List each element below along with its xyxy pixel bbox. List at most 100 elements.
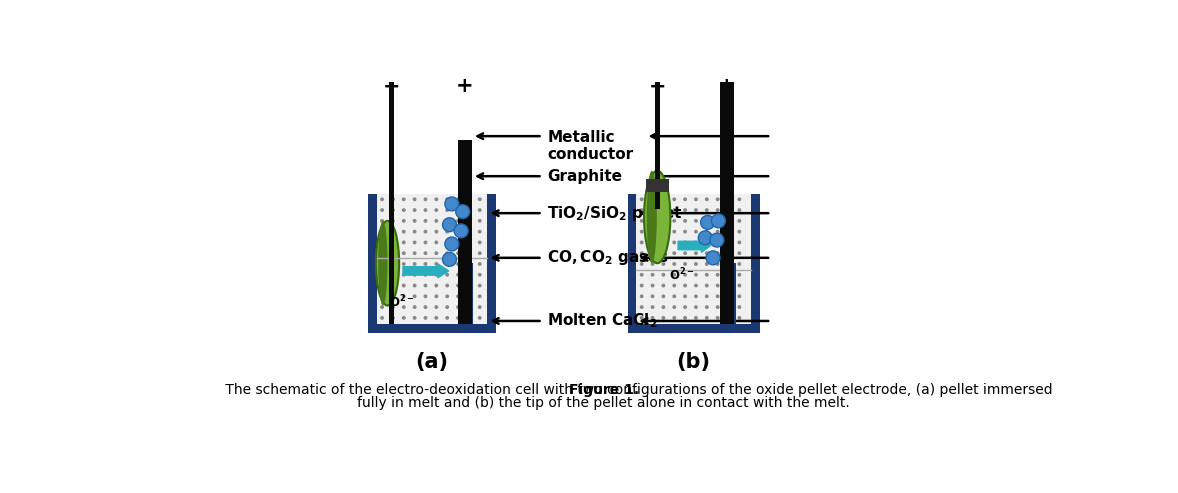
- Circle shape: [435, 230, 438, 234]
- Circle shape: [650, 294, 655, 298]
- Circle shape: [445, 283, 449, 287]
- Circle shape: [424, 283, 428, 287]
- Bar: [458, 140, 472, 324]
- Circle shape: [662, 251, 666, 255]
- Circle shape: [694, 316, 697, 320]
- Circle shape: [704, 219, 709, 223]
- Circle shape: [402, 294, 405, 298]
- Circle shape: [737, 283, 741, 287]
- Circle shape: [424, 251, 428, 255]
- Circle shape: [640, 219, 643, 223]
- Circle shape: [445, 197, 449, 201]
- Circle shape: [640, 197, 643, 201]
- Circle shape: [727, 251, 730, 255]
- Circle shape: [456, 273, 459, 277]
- Bar: [464, 263, 472, 324]
- Circle shape: [435, 316, 438, 320]
- Circle shape: [424, 219, 428, 223]
- Bar: [628, 324, 760, 332]
- Circle shape: [391, 208, 395, 212]
- Circle shape: [683, 305, 687, 309]
- Circle shape: [478, 251, 482, 255]
- Circle shape: [737, 241, 741, 245]
- Circle shape: [683, 294, 687, 298]
- Circle shape: [650, 273, 655, 277]
- Circle shape: [662, 197, 666, 201]
- Circle shape: [683, 251, 687, 255]
- Text: Metallic
conductor: Metallic conductor: [547, 130, 634, 162]
- Circle shape: [478, 230, 482, 234]
- Circle shape: [704, 262, 709, 266]
- Circle shape: [662, 208, 666, 212]
- Bar: [636, 194, 752, 324]
- Bar: [646, 178, 669, 192]
- Circle shape: [456, 262, 459, 266]
- Circle shape: [727, 305, 730, 309]
- Circle shape: [716, 305, 720, 309]
- Circle shape: [704, 305, 709, 309]
- Circle shape: [380, 273, 384, 277]
- Circle shape: [673, 294, 676, 298]
- Circle shape: [466, 262, 471, 266]
- Circle shape: [402, 230, 405, 234]
- Circle shape: [716, 283, 720, 287]
- Circle shape: [683, 219, 687, 223]
- Circle shape: [380, 197, 384, 201]
- Circle shape: [694, 305, 697, 309]
- Circle shape: [727, 294, 730, 298]
- Circle shape: [456, 219, 459, 223]
- Circle shape: [391, 305, 395, 309]
- Circle shape: [662, 262, 666, 266]
- Circle shape: [466, 219, 471, 223]
- Circle shape: [445, 262, 449, 266]
- Circle shape: [445, 305, 449, 309]
- Circle shape: [445, 251, 449, 255]
- Circle shape: [662, 294, 666, 298]
- Circle shape: [380, 294, 384, 298]
- Circle shape: [694, 283, 697, 287]
- Circle shape: [704, 251, 709, 255]
- Circle shape: [737, 316, 741, 320]
- Circle shape: [466, 316, 471, 320]
- Text: +: +: [719, 76, 736, 96]
- Circle shape: [716, 251, 720, 255]
- Circle shape: [380, 316, 384, 320]
- Circle shape: [466, 197, 471, 201]
- Circle shape: [662, 316, 666, 320]
- Circle shape: [424, 316, 428, 320]
- Circle shape: [435, 241, 438, 245]
- Circle shape: [704, 197, 709, 201]
- Circle shape: [716, 294, 720, 298]
- Text: Graphite: Graphite: [547, 169, 622, 184]
- Circle shape: [412, 230, 417, 234]
- Circle shape: [716, 219, 720, 223]
- Text: $\mathbf{O^{2-}}$: $\mathbf{O^{2-}}$: [389, 294, 415, 311]
- Circle shape: [650, 230, 655, 234]
- Text: $\mathbf{Molten\ CaCl_2}$: $\mathbf{Molten\ CaCl_2}$: [547, 312, 659, 330]
- Circle shape: [673, 316, 676, 320]
- Circle shape: [391, 262, 395, 266]
- Circle shape: [673, 305, 676, 309]
- Circle shape: [727, 219, 730, 223]
- FancyArrow shape: [403, 264, 449, 278]
- Circle shape: [704, 283, 709, 287]
- Ellipse shape: [378, 221, 388, 306]
- Circle shape: [402, 262, 405, 266]
- Circle shape: [683, 283, 687, 287]
- Circle shape: [391, 219, 395, 223]
- Circle shape: [380, 305, 384, 309]
- Circle shape: [412, 241, 417, 245]
- Circle shape: [435, 262, 438, 266]
- Circle shape: [445, 237, 458, 251]
- Circle shape: [694, 294, 697, 298]
- Circle shape: [445, 219, 449, 223]
- Circle shape: [478, 316, 482, 320]
- Circle shape: [445, 208, 449, 212]
- Circle shape: [445, 273, 449, 277]
- Circle shape: [716, 262, 720, 266]
- Circle shape: [443, 218, 457, 232]
- Text: Figure 1.: Figure 1.: [569, 383, 638, 396]
- Circle shape: [650, 208, 655, 212]
- Text: $\mathbf{O^{2-}}$: $\mathbf{O^{2-}}$: [669, 267, 695, 283]
- Circle shape: [478, 262, 482, 266]
